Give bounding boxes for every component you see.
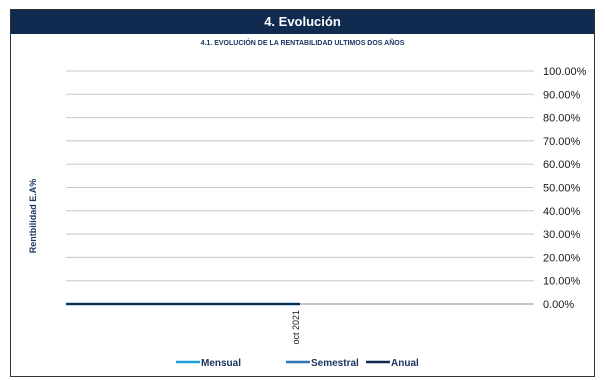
y-tick-label: 100.00% <box>543 66 587 78</box>
y-tick-label: 0.00% <box>543 299 574 311</box>
chart-title: 4.1. EVOLUCIÓN DE LA RENTABILIDAD ULTIMO… <box>200 40 405 47</box>
y-tick-labels: 100.00% 90.00% 80.00% 70.00% 60.00% 50.00% 40.… <box>543 66 587 311</box>
legend-label: Anual <box>391 358 419 369</box>
x-tick-labels: oct 2021 <box>291 310 301 345</box>
legend: Mensual Semestral Anual <box>176 358 419 369</box>
line-chart: 100.00% 90.00% 80.00% 70.00% 60.00% 50.00% 40.… <box>28 66 587 369</box>
report-panel: 4. Evolución 4.1. EVOLUCIÓN DE LA RENTAB… <box>10 9 595 377</box>
gridlines <box>66 70 534 305</box>
y-tick-label: 60.00% <box>543 159 581 171</box>
y-tick-label: 40.00% <box>543 206 581 218</box>
y-tick-label: 50.00% <box>543 183 581 195</box>
y-axis-label: Rentbilidad E.A% <box>28 179 38 254</box>
section-header: 4. Evolución <box>11 10 594 34</box>
x-tick-label: oct 2021 <box>291 310 301 345</box>
y-tick-label: 80.00% <box>543 113 581 125</box>
y-tick-label: 10.00% <box>543 276 581 288</box>
y-tick-label: 30.00% <box>543 229 581 241</box>
legend-label: Semestral <box>311 358 359 369</box>
y-tick-label: 20.00% <box>543 252 581 264</box>
y-tick-label: 70.00% <box>543 136 581 148</box>
legend-label: Mensual <box>201 358 241 369</box>
y-tick-label: 90.00% <box>543 89 581 101</box>
